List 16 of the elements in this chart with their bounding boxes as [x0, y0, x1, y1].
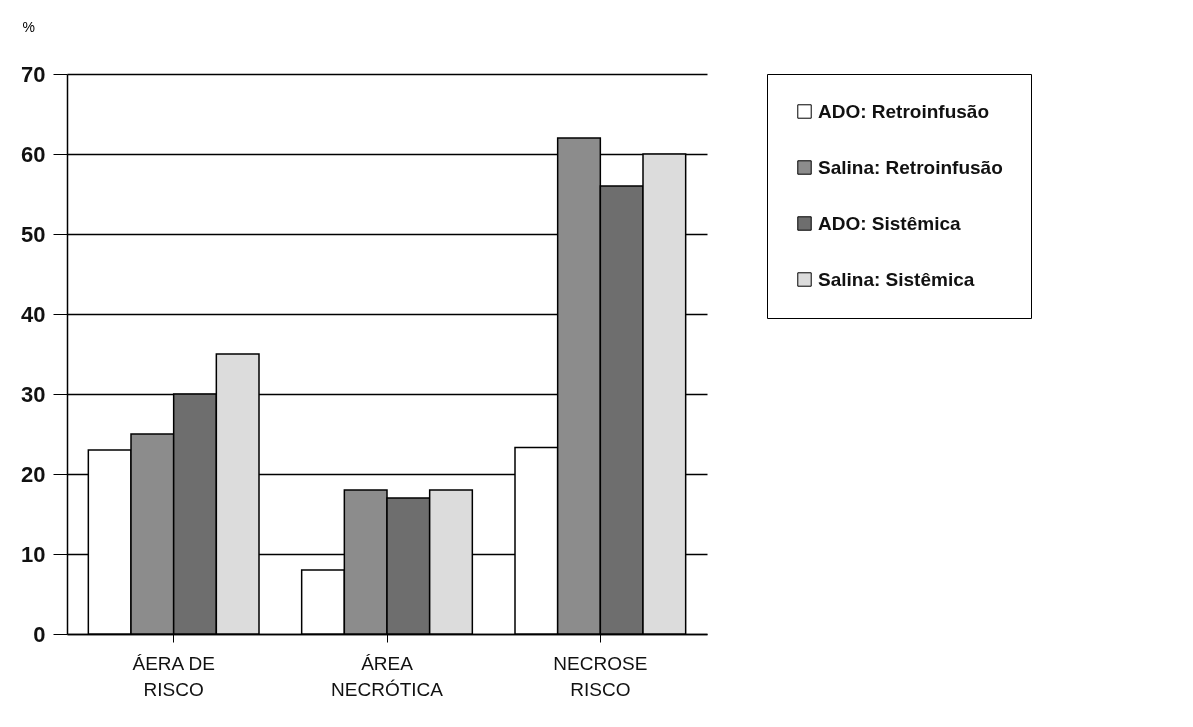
y-tick-label: 70	[21, 61, 46, 87]
legend-label: Salina: Sistêmica	[818, 268, 975, 290]
y-tick-label: 20	[21, 461, 46, 487]
x-tick-label: ÁREA NECRÓTICA	[331, 652, 444, 700]
x-tick-label: ÁERA DE RISCO	[132, 652, 215, 700]
y-tick-label: 60	[21, 141, 46, 167]
y-tick-label: 40	[21, 301, 46, 327]
legend-label: Salina: Retroinfusão	[818, 156, 1003, 178]
legend-label: ADO: Sistêmica	[818, 212, 961, 234]
y-tick-label: 50	[21, 221, 46, 247]
legend-label: ADO: Retroinfusão	[818, 100, 989, 122]
y-axis-title: %	[22, 18, 35, 35]
y-tick-label: 30	[21, 381, 46, 407]
y-tick-label: 0	[33, 621, 46, 647]
y-tick-label: 10	[21, 541, 46, 567]
x-tick-label: NECROSE RISCO	[553, 652, 648, 700]
